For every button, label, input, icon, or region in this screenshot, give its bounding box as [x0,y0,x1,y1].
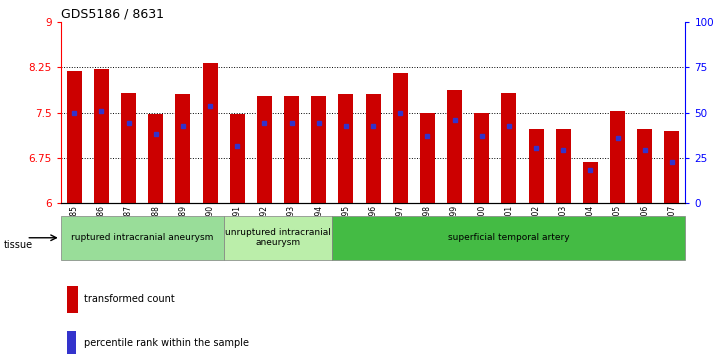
Text: ruptured intracranial aneurysm: ruptured intracranial aneurysm [71,233,213,242]
Text: unruptured intracranial
aneurysm: unruptured intracranial aneurysm [225,228,331,248]
Bar [528,130,543,203]
Bar [67,286,78,313]
Bar [501,93,516,203]
Bar [665,131,679,203]
Bar [366,94,381,203]
Bar [230,114,245,203]
Text: tissue: tissue [4,240,33,250]
Bar [393,73,408,203]
Text: GDS5186 / 8631: GDS5186 / 8631 [61,8,164,21]
Bar [311,95,326,203]
Bar [203,63,218,203]
Bar [610,111,625,203]
Bar [637,130,652,203]
Bar [284,95,299,203]
Text: transformed count: transformed count [84,294,175,305]
Bar [94,69,109,203]
Bar [121,93,136,203]
Bar [447,90,462,203]
Bar [257,95,272,203]
Bar [583,162,598,203]
Bar [338,94,353,203]
Bar [67,72,81,203]
Text: superficial temporal artery: superficial temporal artery [448,233,570,242]
Bar [176,94,191,203]
Bar [332,216,685,260]
Bar [61,216,223,260]
Bar [223,216,332,260]
Text: percentile rank within the sample: percentile rank within the sample [84,338,249,348]
Bar [555,130,570,203]
Bar [474,113,489,203]
Bar [420,113,435,203]
Bar [149,114,164,203]
Bar [67,331,76,354]
